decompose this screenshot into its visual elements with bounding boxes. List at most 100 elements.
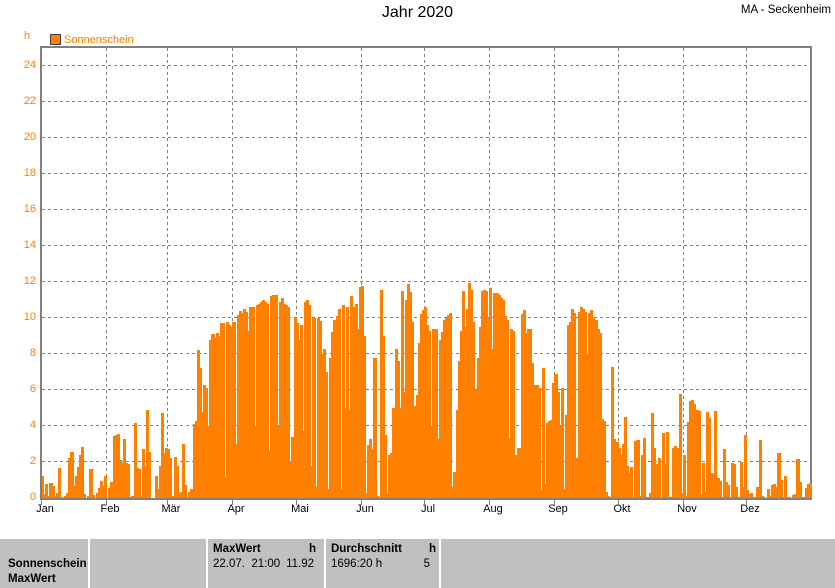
bar-day-76 xyxy=(199,368,202,498)
bar-day-19 xyxy=(79,455,82,498)
bar-day-47 xyxy=(138,469,141,498)
bar-day-326 xyxy=(725,482,728,498)
bar-day-242 xyxy=(548,421,551,498)
bar-day-314 xyxy=(700,495,703,498)
bar-day-8 xyxy=(56,493,59,498)
bar-day-222 xyxy=(506,320,509,498)
x-label-Mai: Mai xyxy=(291,503,309,515)
bar-day-253 xyxy=(571,309,574,498)
bar-day-333 xyxy=(740,462,743,498)
bar-day-51 xyxy=(146,410,149,498)
bar-day-137 xyxy=(327,489,330,498)
bar-day-138 xyxy=(329,358,332,498)
bar-day-267 xyxy=(601,419,604,498)
bar-day-208 xyxy=(477,358,480,498)
bar-day-12 xyxy=(64,496,67,498)
bar-day-191 xyxy=(441,332,444,498)
bar-day-109 xyxy=(268,451,271,498)
bar-day-360 xyxy=(796,459,800,498)
bar-day-158 xyxy=(371,449,374,498)
bar-day-90 xyxy=(228,325,231,498)
bar-day-41 xyxy=(125,463,128,498)
bar-day-249 xyxy=(563,489,566,498)
bar-day-127 xyxy=(306,300,309,498)
gridline-v-Mär xyxy=(167,48,168,498)
bar-day-213 xyxy=(487,318,490,498)
bar-day-359 xyxy=(794,494,797,498)
bar-day-115 xyxy=(281,298,284,498)
bar-day-135 xyxy=(323,349,326,498)
bar-day-160 xyxy=(376,496,379,498)
bar-day-219 xyxy=(500,298,503,498)
bar-day-116 xyxy=(283,304,286,498)
gridline-h-14 xyxy=(42,245,810,246)
bar-day-188 xyxy=(434,329,438,498)
bar-day-218 xyxy=(498,295,501,498)
bar-day-34 xyxy=(110,482,114,498)
bar-day-184 xyxy=(426,325,429,498)
x-label-Feb: Feb xyxy=(100,503,120,515)
bar-day-45 xyxy=(134,423,137,498)
bar-day-342 xyxy=(759,440,762,498)
bar-day-35 xyxy=(113,436,116,498)
maxwert-header: MaxWert xyxy=(213,543,261,555)
maxwert-unit-header: h xyxy=(308,543,316,555)
y-label-2: 2 xyxy=(29,455,36,467)
bar-day-3 xyxy=(45,484,48,498)
bar-day-99 xyxy=(247,331,250,498)
bar-day-75 xyxy=(197,350,200,498)
bar-day-173 xyxy=(403,392,406,498)
bar-day-263 xyxy=(592,318,595,498)
bar-day-102 xyxy=(254,426,257,498)
bar-day-56 xyxy=(157,489,160,498)
bar-day-93 xyxy=(235,444,238,498)
bar-day-331 xyxy=(735,487,738,498)
bar-day-55 xyxy=(155,476,158,498)
gridline-h-18 xyxy=(42,173,810,174)
bar-day-247 xyxy=(559,426,562,498)
bar-day-23 xyxy=(87,496,90,498)
bar-day-130 xyxy=(312,318,316,498)
bar-day-171 xyxy=(399,408,402,498)
bar-day-182 xyxy=(422,310,425,498)
y-label-24: 24 xyxy=(23,59,36,71)
bar-day-144 xyxy=(342,305,345,498)
bar-day-67 xyxy=(180,492,183,498)
bar-day-15 xyxy=(70,452,74,498)
bar-day-275 xyxy=(618,448,621,498)
bar-day-310 xyxy=(691,400,694,498)
bar-day-287 xyxy=(643,438,646,498)
x-label-Aug: Aug xyxy=(483,503,503,515)
bar-day-261 xyxy=(588,313,591,498)
bar-day-58 xyxy=(161,413,164,498)
x-label-Nov: Nov xyxy=(677,503,697,515)
bar-day-72 xyxy=(190,489,194,498)
bar-day-231 xyxy=(525,333,528,498)
y-label-22: 22 xyxy=(23,95,36,107)
bar-day-232 xyxy=(527,329,530,498)
bar-day-92 xyxy=(232,322,236,498)
bar-day-44 xyxy=(131,496,135,498)
bar-day-320 xyxy=(712,474,715,498)
bar-day-306 xyxy=(683,455,686,498)
bar-day-152 xyxy=(359,287,362,498)
y-axis-unit-label: h xyxy=(24,30,31,42)
bar-day-335 xyxy=(744,435,747,498)
bar-day-291 xyxy=(651,413,654,498)
bar-day-302 xyxy=(674,446,677,498)
bar-day-198 xyxy=(456,410,459,498)
bar-day-46 xyxy=(136,468,139,498)
chart-plot-area xyxy=(40,46,812,500)
bar-day-264 xyxy=(594,320,598,498)
bar-day-118 xyxy=(287,307,290,498)
bar-day-105 xyxy=(260,302,263,498)
bar-day-340 xyxy=(754,497,757,498)
bar-day-185 xyxy=(428,331,431,498)
bar-day-27 xyxy=(96,493,99,498)
bar-day-122 xyxy=(296,323,299,498)
bar-day-262 xyxy=(590,310,593,498)
x-label-Sep: Sep xyxy=(548,503,568,515)
bar-day-139 xyxy=(331,332,334,498)
gridline-v-Aug xyxy=(489,48,490,498)
bar-day-239 xyxy=(542,368,545,498)
